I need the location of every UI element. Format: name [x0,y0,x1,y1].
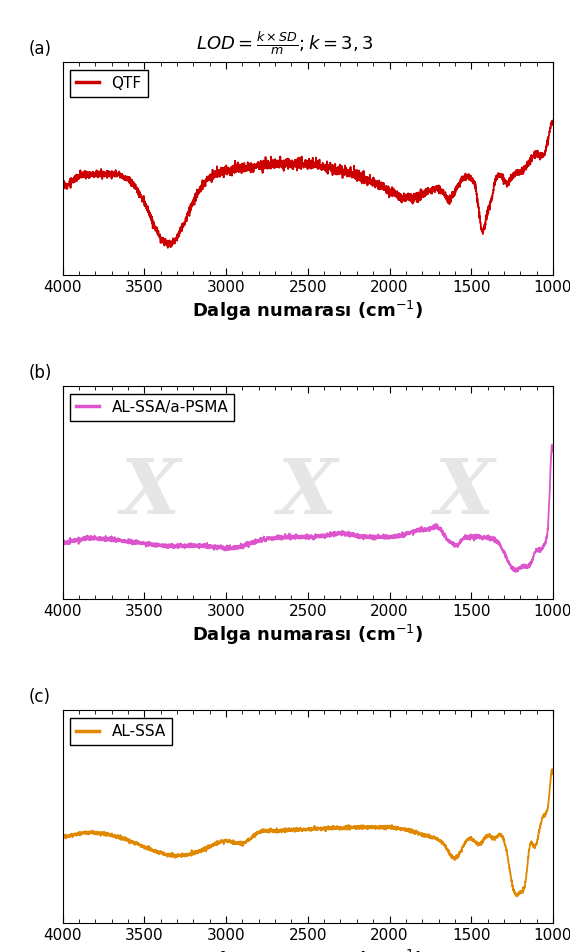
X-axis label: Dalga numarası (cm$^{-1}$): Dalga numarası (cm$^{-1}$) [192,624,424,647]
Text: X: X [278,456,337,529]
Text: (c): (c) [28,688,50,706]
Legend: AL-SSA: AL-SSA [70,718,172,745]
Text: $LOD = \frac{k \times SD}{m}; k = 3,3$: $LOD = \frac{k \times SD}{m}; k = 3,3$ [196,30,374,57]
Text: X: X [435,456,494,529]
Text: (b): (b) [28,364,52,382]
X-axis label: Dalga numarası (cm$^{-1}$): Dalga numarası (cm$^{-1}$) [192,299,424,324]
Text: X: X [121,456,181,529]
Text: (a): (a) [28,40,51,58]
X-axis label: Dalga numarası (cm$^{-1}$): Dalga numarası (cm$^{-1}$) [192,947,424,952]
Legend: QTF: QTF [70,69,148,97]
Legend: AL-SSA/a-PSMA: AL-SSA/a-PSMA [70,394,234,421]
